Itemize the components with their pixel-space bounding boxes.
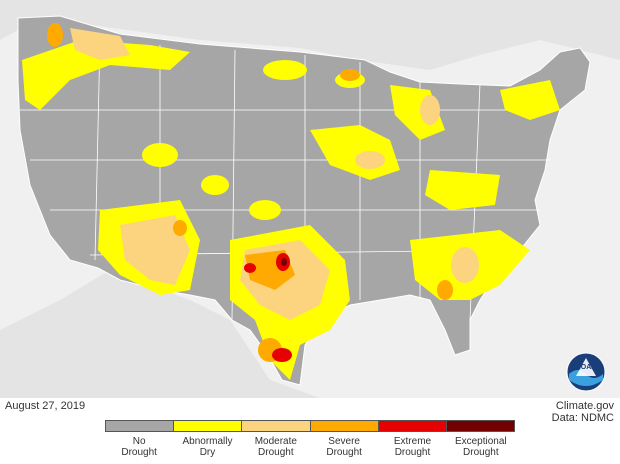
canada-land bbox=[0, 0, 620, 70]
legend-swatch-severe-drought bbox=[310, 421, 379, 431]
exceptional-drought-areas bbox=[281, 258, 287, 266]
us-map-svg bbox=[0, 0, 620, 398]
legend-swatch-exceptional-drought bbox=[446, 421, 515, 431]
legend-swatch-abnormally-dry bbox=[174, 421, 243, 431]
legend-label-severe-drought: Severe Drought bbox=[326, 436, 362, 458]
mexico-land bbox=[0, 270, 320, 398]
legend-labels: No Drought Abnormally Dry Moderate Droug… bbox=[105, 436, 515, 458]
drought-map: NOAA bbox=[0, 0, 620, 398]
legend-label-moderate-drought: Moderate Drought bbox=[254, 436, 297, 458]
legend-label-extreme-drought: Extreme Drought bbox=[393, 436, 432, 458]
legend-color-bar bbox=[105, 420, 515, 432]
legend-label-no-drought: No Drought bbox=[121, 436, 157, 458]
legend-label-abnormally-dry: Abnormally Dry bbox=[182, 436, 233, 458]
credit-site: Climate.gov bbox=[555, 400, 614, 412]
map-date: August 27, 2019 bbox=[5, 400, 86, 412]
legend-swatch-moderate-drought bbox=[242, 421, 311, 431]
credit-data: Data: NDMC bbox=[551, 412, 614, 424]
noaa-logo-icon: NOAA bbox=[566, 352, 606, 392]
map-credit: Climate.gov Data: NDMC bbox=[552, 400, 614, 424]
legend-label-exceptional-drought: Exceptional Drought bbox=[454, 436, 507, 458]
drought-legend: No Drought Abnormally Dry Moderate Droug… bbox=[105, 420, 515, 458]
noaa-logo-text: NOAA bbox=[576, 364, 597, 371]
legend-swatch-no-drought bbox=[106, 421, 175, 431]
legend-swatch-extreme-drought bbox=[378, 421, 447, 431]
